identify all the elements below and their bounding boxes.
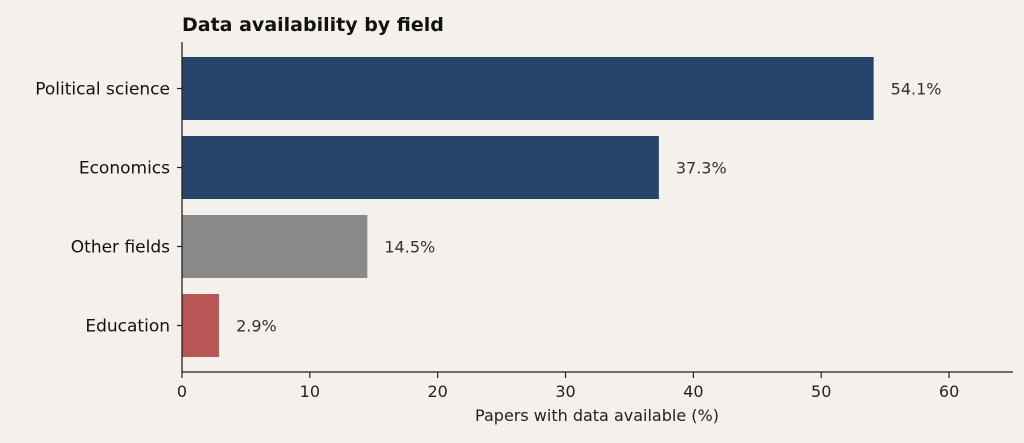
x-tick-label: 0	[177, 382, 187, 401]
x-tick-label: 20	[428, 382, 448, 401]
x-tick-label: 50	[811, 382, 831, 401]
x-tick-label: 10	[300, 382, 320, 401]
x-tick-label: 60	[939, 382, 959, 401]
bar-economics	[182, 136, 659, 199]
x-axis-label: Papers with data available (%)	[475, 406, 719, 425]
bar-education	[182, 294, 220, 357]
value-label: 14.5%	[384, 238, 435, 257]
y-tick-label: Political science	[35, 80, 170, 100]
value-label: 37.3%	[676, 159, 727, 178]
y-tick-label: Other fields	[71, 238, 170, 258]
x-tick-label: 40	[683, 382, 703, 401]
bar-political-science	[182, 57, 874, 120]
value-label: 2.9%	[236, 317, 277, 336]
bar-other-fields	[182, 215, 368, 278]
value-label: 54.1%	[891, 80, 942, 99]
y-tick-label: Economics	[79, 159, 170, 179]
chart-title: Data availability by field	[182, 14, 444, 36]
x-tick-label: 30	[555, 382, 575, 401]
y-tick-label: Education	[85, 317, 170, 337]
